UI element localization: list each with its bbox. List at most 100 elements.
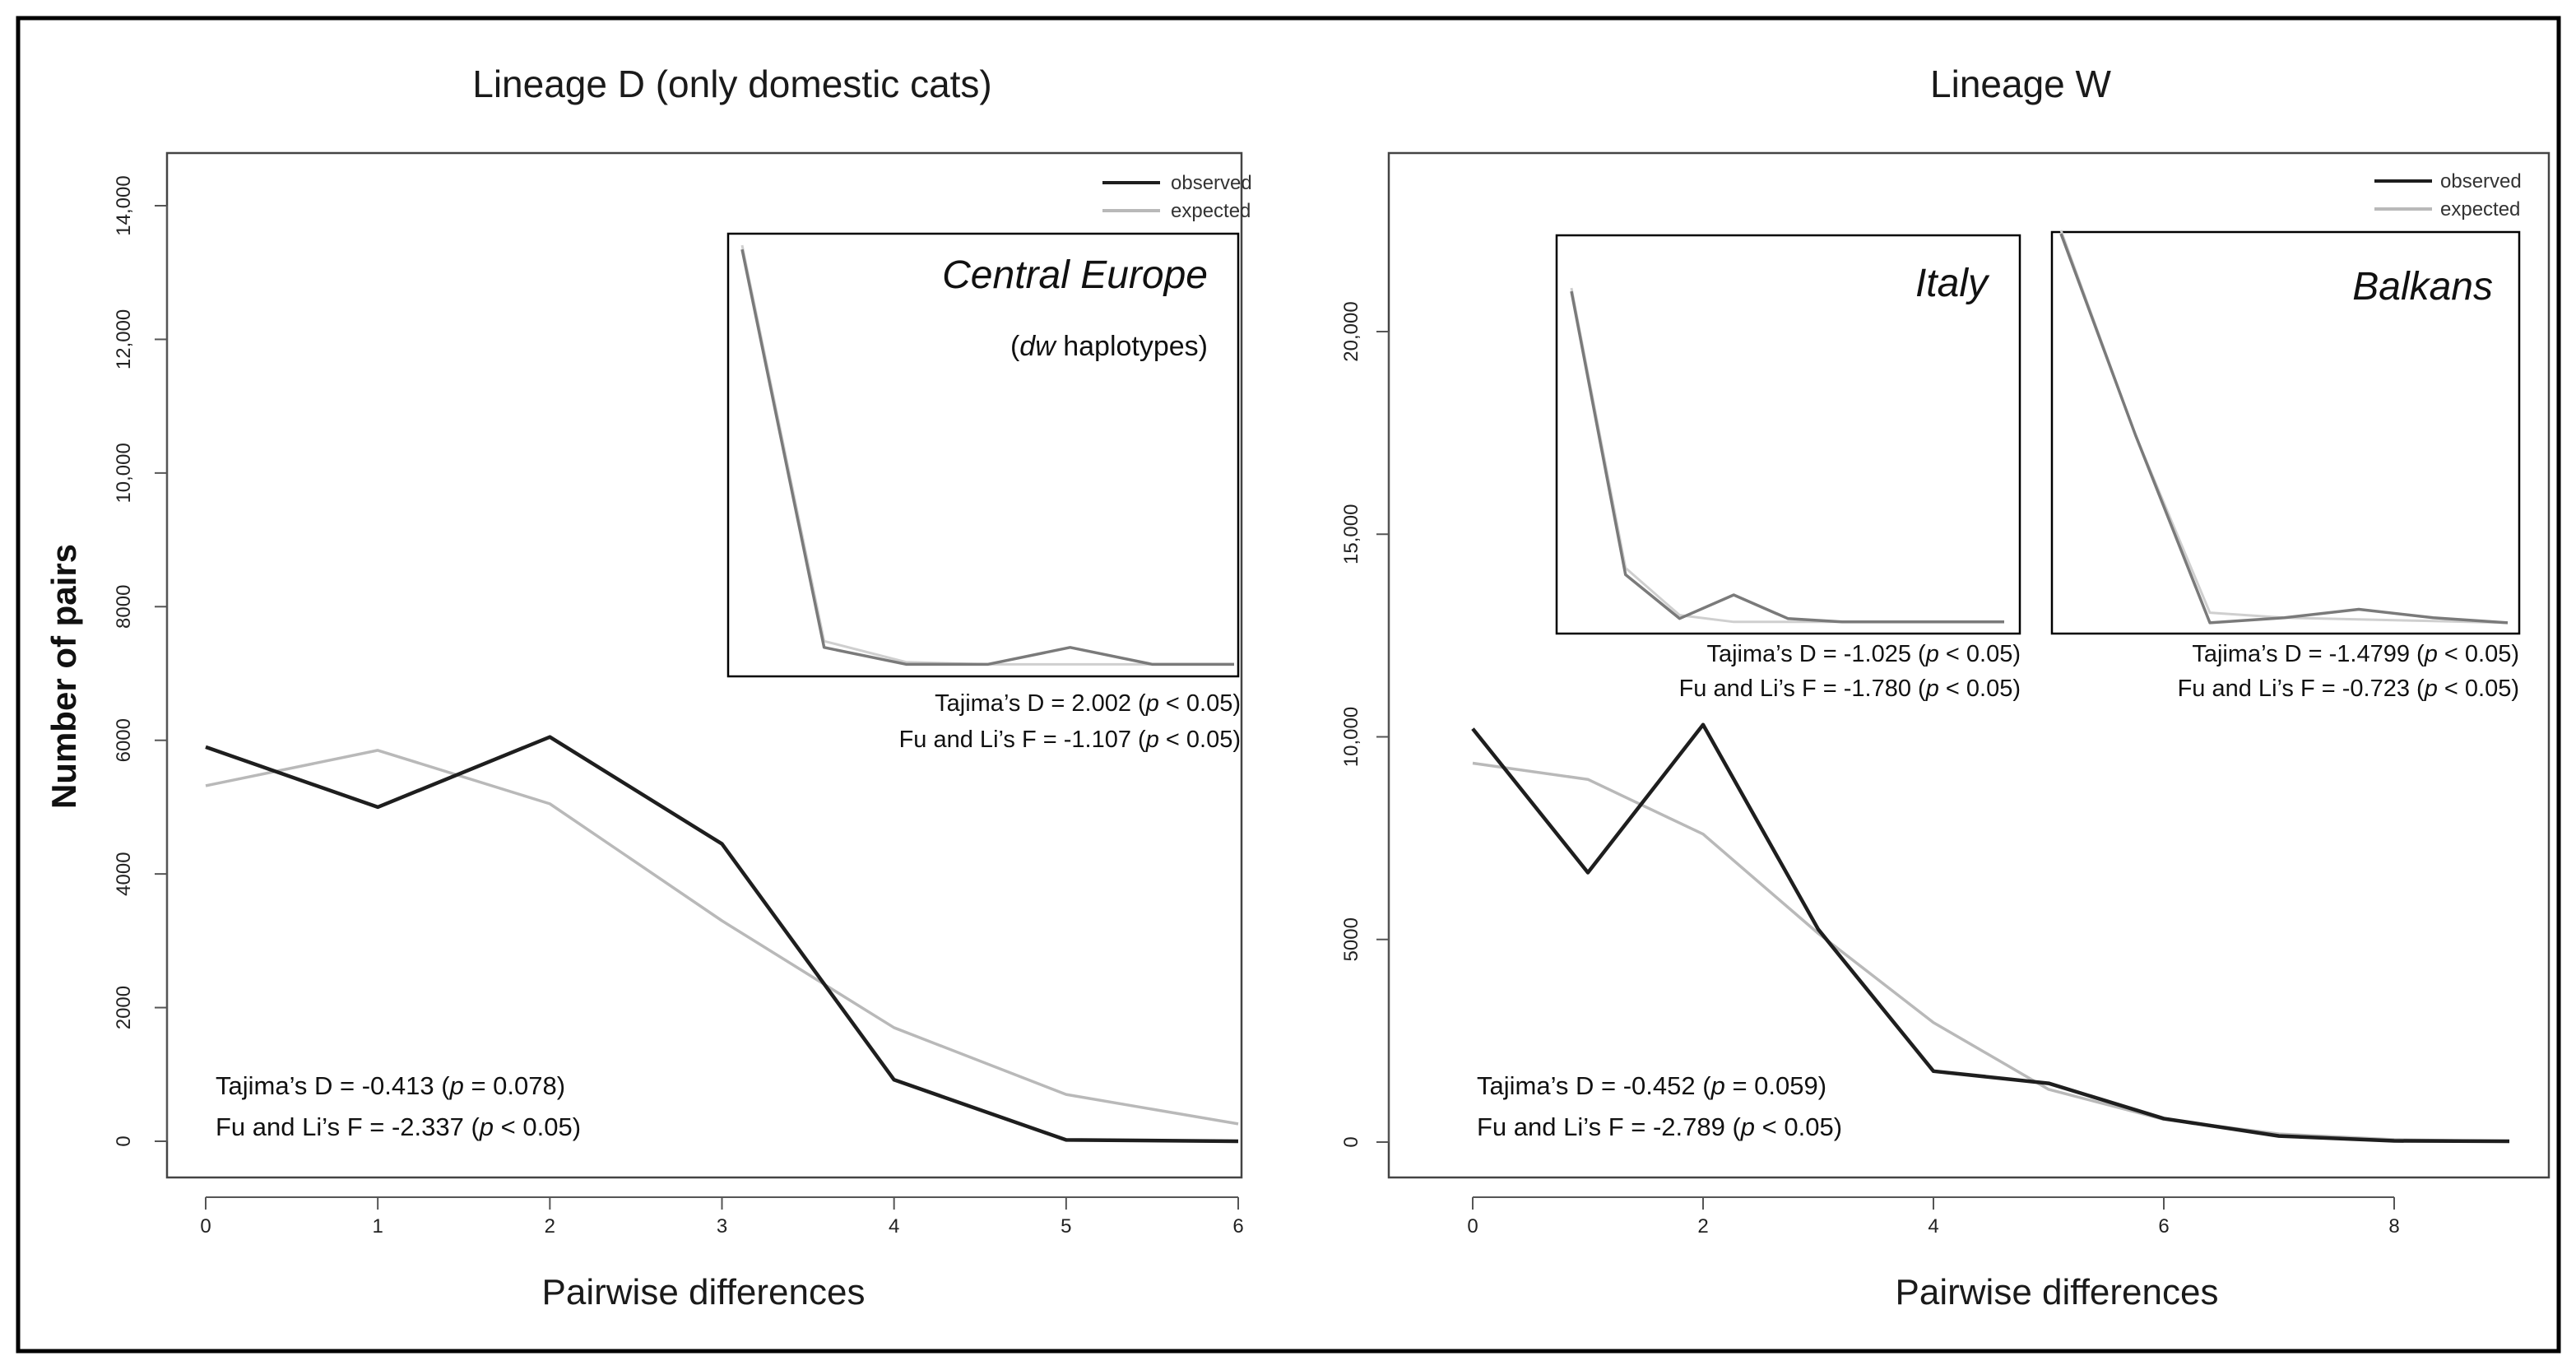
right-x-axis-label: Pairwise differences <box>1896 1272 2219 1312</box>
inset-ce-fu-stat: Fu and Li’s F = -1.107 (p < 0.05) <box>899 727 1241 753</box>
inset-balkans-fu-tail: < 0.05) <box>2438 676 2519 702</box>
inset-italy-tajima-p: p <box>1925 641 1939 667</box>
inset-italy-frame <box>1555 234 2021 635</box>
right-tajima-label: Tajima’s D = -0.452 ( <box>1477 1071 1711 1100</box>
right-legend: observed expected <box>2374 170 2522 221</box>
right-fu-tail: < 0.05) <box>1755 1112 1842 1141</box>
right-y-tick-label: 0 <box>1340 1136 1362 1147</box>
left-legend: observed expected <box>1102 172 1252 222</box>
left-x-tick-label: 3 <box>717 1215 727 1238</box>
right-y-tick-label: 15,000 <box>1340 504 1362 564</box>
inset-subtitle-rest: haplotypes) <box>1056 331 1208 362</box>
left-series-expected-line <box>205 749 1239 1126</box>
inset-ce-tajima-stat: Tajima’s D = 2.002 (p < 0.05) <box>935 690 1241 717</box>
left-tajima-tail: = 0.078) <box>464 1071 565 1100</box>
left-series-observed-line <box>205 735 1239 1144</box>
right-x-tick-label: 8 <box>2388 1215 2399 1238</box>
inset-balkans-series <box>2059 230 2509 625</box>
left-y-tick-label: 4000 <box>113 852 135 895</box>
inset-ce-fu-p: p <box>1145 727 1159 753</box>
right-x-tick-label: 0 <box>1467 1215 1478 1238</box>
inset-balkans-tajima-tail: < 0.05) <box>2438 641 2519 667</box>
inset-ce-tajima-p: p <box>1145 690 1159 717</box>
left-y-tick-label: 0 <box>113 1135 135 1146</box>
inset-italy-fu-p: p <box>1925 676 1939 702</box>
left-y-tick-label: 6000 <box>113 718 135 762</box>
left-y-tick-label: 2000 <box>113 986 135 1029</box>
left-tajima-stat: Tajima’s D = -0.413 (p = 0.078) <box>216 1071 565 1100</box>
inset-balkans-tajima-label: Tajima’s D = -1.4799 ( <box>2192 641 2425 667</box>
inset-ce-fu-label: Fu and Li’s F = -1.107 ( <box>899 727 1146 753</box>
left-fu-tail: < 0.05) <box>494 1112 581 1141</box>
inset-ce-tajima-label: Tajima’s D = 2.002 ( <box>935 690 1146 717</box>
inset-italy-tajima-tail: < 0.05) <box>1939 641 2021 667</box>
right-y-tick-label: 5000 <box>1340 917 1362 961</box>
right-fu-p: p <box>1740 1112 1755 1141</box>
left-x-axis-label: Pairwise differences <box>542 1272 866 1312</box>
inset-ce-fu-tail: < 0.05) <box>1159 727 1241 753</box>
right-y-tick-label: 10,000 <box>1340 707 1362 767</box>
left-legend-expected-label: expected <box>1171 200 1251 222</box>
inset-italy-title: Italy <box>1915 262 1990 305</box>
left-x-tick-label: 5 <box>1061 1215 1071 1238</box>
right-chart-title: Lineage W <box>1930 63 2111 105</box>
right-fu-label: Fu and Li’s F = -2.789 ( <box>1477 1112 1741 1141</box>
inset-italy-fu-tail: < 0.05) <box>1939 676 2021 702</box>
inset-balkans-frame <box>2050 230 2521 635</box>
left-tajima-p: p <box>449 1071 464 1100</box>
inset-balkans-tajima-p: p <box>2424 641 2438 667</box>
inset-balkans-fu-stat: Fu and Li’s F = -0.723 (p < 0.05) <box>2178 676 2519 702</box>
right-tajima-stat: Tajima’s D = -0.452 (p = 0.059) <box>1477 1071 1826 1100</box>
left-x-tick-label: 0 <box>200 1215 211 1238</box>
left-y-tick-label: 14,000 <box>113 175 135 235</box>
inset-balkans-series-observed-line <box>2059 233 2509 625</box>
right-axes: 0 5000 10,000 15,000 20,000 0 2 4 6 8 <box>1340 301 2400 1238</box>
right-tajima-p: p <box>1710 1071 1725 1100</box>
inset-central-europe-series-observed-line <box>740 248 1234 666</box>
right-x-tick-label: 6 <box>2158 1215 2169 1238</box>
inset-central-europe-subtitle: (dw haplotypes) <box>1010 331 1208 362</box>
inset-subtitle-italic: dw <box>1019 331 1057 362</box>
right-series-observed-line <box>1471 722 2510 1144</box>
left-legend-observed-label: observed <box>1171 172 1252 194</box>
left-fu-label: Fu and Li’s F = -2.337 ( <box>216 1112 480 1141</box>
left-tajima-label: Tajima’s D = -0.413 ( <box>216 1071 450 1100</box>
left-x-tick-label: 2 <box>545 1215 555 1238</box>
inset-italy-tajima-stat: Tajima’s D = -1.025 (p < 0.05) <box>1706 641 2021 667</box>
inset-italy-tajima-label: Tajima’s D = -1.025 ( <box>1706 641 1926 667</box>
inset-balkans-title: Balkans <box>2352 265 2493 309</box>
right-fu-stat: Fu and Li’s F = -2.789 (p < 0.05) <box>1477 1112 1842 1141</box>
right-x-tick-label: 2 <box>1697 1215 1708 1238</box>
left-x-tick-label: 6 <box>1232 1215 1243 1238</box>
inset-central-europe-series <box>740 244 1234 666</box>
left-y-tick-label: 12,000 <box>113 309 135 369</box>
right-legend-expected-label: expected <box>2440 198 2520 221</box>
inset-balkans-fu-label: Fu and Li’s F = -0.723 ( <box>2178 676 2425 702</box>
left-chart-title: Lineage D (only domestic cats) <box>472 63 992 105</box>
inset-central-europe-title: Central Europe <box>942 253 1208 297</box>
right-x-tick-label: 4 <box>1928 1215 1938 1238</box>
inset-central-europe-frame <box>726 232 1240 678</box>
left-fu-stat: Fu and Li’s F = -2.337 (p < 0.05) <box>216 1112 581 1141</box>
left-y-tick-label: 10,000 <box>113 443 135 503</box>
inset-italy-fu-label: Fu and Li’s F = -1.780 ( <box>1679 676 1926 702</box>
right-series <box>1471 722 2510 1144</box>
left-axes: 0 2000 4000 6000 8000 10,000 12,000 14,000 0 1 2 3 4… <box>113 175 1244 1238</box>
right-tajima-tail: = 0.059) <box>1725 1071 1826 1100</box>
left-series <box>205 735 1239 1144</box>
left-y-tick-label: 8000 <box>113 585 135 629</box>
left-fu-p: p <box>479 1112 494 1141</box>
inset-italy-series-observed-line <box>1570 290 2004 624</box>
right-y-tick-label: 20,000 <box>1340 301 1362 361</box>
inset-balkans-tajima-stat: Tajima’s D = -1.4799 (p < 0.05) <box>2192 641 2519 667</box>
inset-italy-fu-stat: Fu and Li’s F = -1.780 (p < 0.05) <box>1679 676 2021 702</box>
inset-subtitle-open: ( <box>1010 331 1020 362</box>
inset-italy-series <box>1570 287 2004 624</box>
left-x-tick-label: 1 <box>372 1215 383 1238</box>
y-axis-label: Number of pairs <box>44 544 83 809</box>
right-legend-observed-label: observed <box>2440 170 2522 193</box>
left-x-tick-label: 4 <box>889 1215 899 1238</box>
inset-ce-tajima-tail: < 0.05) <box>1159 690 1241 717</box>
inset-balkans-fu-p: p <box>2424 676 2438 702</box>
